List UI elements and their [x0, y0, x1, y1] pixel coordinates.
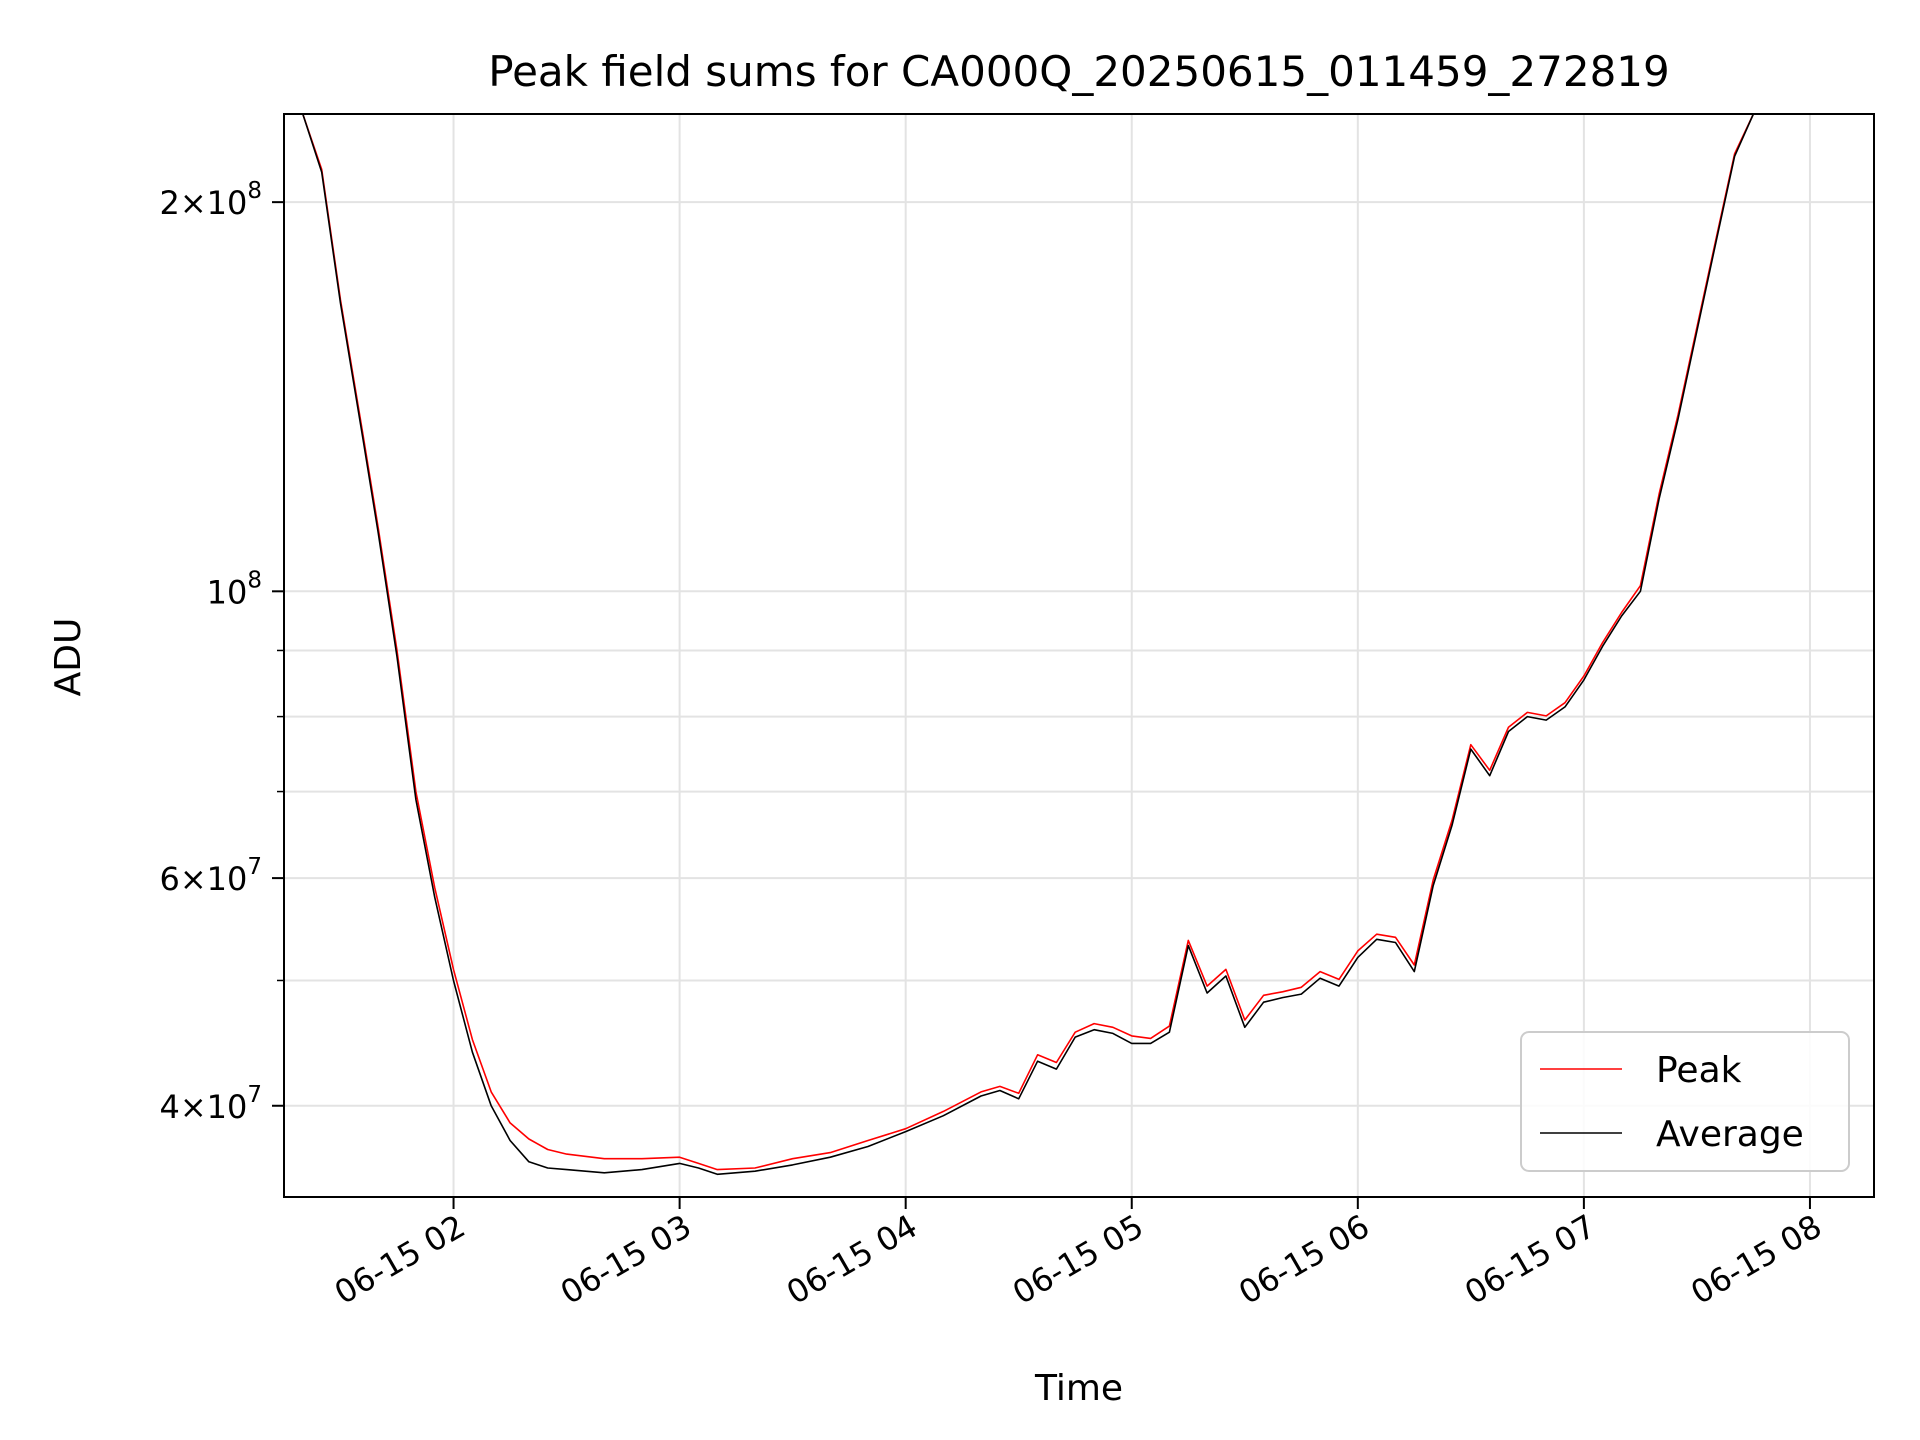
y-tick-label: 108 [207, 567, 262, 611]
legend-label-average: Average [1656, 1114, 1804, 1155]
chart-title: Peak field sums for CA000Q_20250615_0114… [488, 47, 1670, 96]
series-line-peak [284, 113, 1874, 1171]
y-axis-label: ADU [48, 618, 89, 697]
y-tick-label: 6×107 [159, 854, 262, 898]
series-line-average [284, 113, 1874, 1176]
grid [284, 114, 1874, 1197]
x-axis-label: Time [1034, 1368, 1123, 1409]
legend-box [1520, 1031, 1850, 1172]
plot-frame [283, 113, 1875, 1198]
y-tick-label: 2×108 [159, 178, 262, 222]
legend-label-peak: Peak [1656, 1050, 1742, 1091]
legend: Peak Average [1520, 1031, 1850, 1172]
series-layer [284, 113, 1874, 1176]
y-tick-label: 4×107 [159, 1082, 262, 1126]
